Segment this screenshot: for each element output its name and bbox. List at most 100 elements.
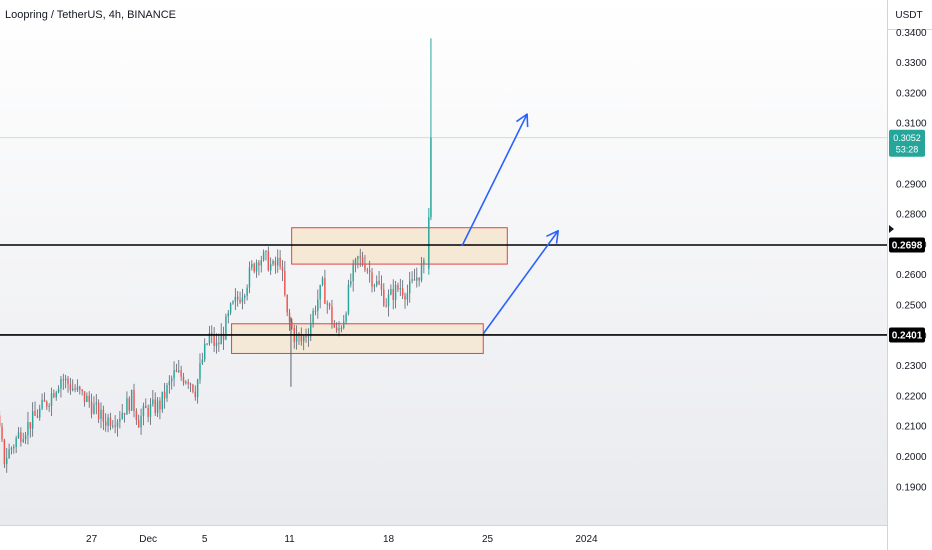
candle-body	[258, 262, 260, 266]
candle-body	[15, 438, 17, 447]
candle-body	[100, 409, 102, 419]
price-axis[interactable]	[887, 0, 932, 550]
level-price-tag[interactable]	[889, 237, 925, 253]
currency-label[interactable]: USDT	[895, 10, 922, 21]
arrow-line[interactable]	[461, 113, 528, 247]
candle-body	[187, 381, 189, 384]
candle-body	[22, 439, 24, 442]
candle-body	[399, 288, 402, 290]
candle-body	[371, 272, 373, 287]
candle-body	[211, 332, 213, 335]
candle-body	[385, 305, 387, 307]
y-tick-label: 0.3200	[896, 88, 927, 99]
candle-body	[13, 446, 15, 449]
candle-body	[411, 279, 413, 281]
candle-body	[199, 363, 201, 380]
x-tick-label: 5	[202, 534, 208, 545]
candle-body	[133, 389, 135, 411]
candle-body	[55, 392, 57, 398]
candle-body	[168, 381, 171, 386]
candle-body	[137, 419, 140, 428]
candle-body	[383, 289, 385, 306]
candle-body	[328, 303, 331, 307]
x-tick-label: Dec	[139, 534, 157, 545]
candle-body	[305, 336, 307, 338]
candle-body	[423, 260, 425, 264]
candle-body	[97, 402, 100, 419]
candle-body	[312, 310, 314, 323]
zone-rect[interactable]	[231, 323, 484, 354]
candle-body	[300, 335, 303, 342]
candle-body	[234, 296, 237, 302]
candle-body	[357, 256, 359, 260]
candle-body	[109, 417, 112, 427]
candle-body	[175, 370, 178, 372]
candle-body	[255, 262, 258, 272]
candle-body	[147, 408, 149, 417]
candle-body	[192, 384, 194, 392]
candle-body	[267, 250, 270, 271]
candle-body	[149, 404, 152, 417]
candle-body	[62, 379, 65, 381]
arrow-line[interactable]	[482, 230, 559, 335]
candle-body	[185, 381, 187, 384]
candle-body	[239, 299, 241, 303]
candle-body	[24, 435, 27, 440]
y-tick-label: 0.2900	[896, 179, 927, 190]
candle-body	[227, 312, 229, 317]
candle-body	[281, 266, 284, 271]
arrow-head	[515, 113, 529, 128]
candle-body	[135, 410, 138, 420]
candle-body	[43, 399, 46, 402]
candle-body	[46, 401, 48, 407]
candle-body	[220, 333, 222, 345]
candle-body	[112, 425, 114, 427]
candle-body	[107, 417, 109, 426]
candle-body	[88, 395, 90, 403]
candle-body	[119, 418, 121, 422]
candle-body	[373, 285, 376, 287]
candle-body	[248, 267, 251, 288]
candle-body	[331, 306, 333, 323]
candle-body	[161, 391, 164, 410]
candle-body	[350, 281, 352, 285]
candle-body	[206, 343, 208, 345]
candle-body	[163, 391, 166, 399]
candle-body	[390, 289, 392, 295]
level-price-tag[interactable]	[889, 327, 925, 343]
candle-body	[251, 263, 253, 268]
current-price-tag[interactable]	[889, 129, 925, 157]
candle-body	[246, 287, 248, 296]
time-axis[interactable]	[0, 525, 887, 550]
candle-body	[178, 370, 180, 372]
candle-body	[69, 384, 72, 391]
zone-rect[interactable]	[291, 227, 508, 265]
candle-body	[307, 336, 310, 338]
candle-body	[166, 385, 168, 399]
candle-body	[102, 409, 105, 422]
candle-body	[321, 278, 324, 286]
candle-body	[378, 280, 380, 285]
candle-body	[392, 289, 394, 301]
candle-body	[67, 378, 69, 385]
candle-body	[232, 301, 234, 304]
candle-body	[6, 458, 8, 465]
candle-body	[140, 415, 142, 428]
candle-body	[345, 313, 347, 322]
candle-body	[420, 263, 423, 281]
candle-body	[324, 278, 326, 304]
candle-body	[416, 277, 418, 281]
chart-title: Loopring / TetherUS, 4h, BINANCE	[5, 9, 176, 21]
candle-body	[302, 336, 305, 342]
x-tick-label: 18	[383, 534, 395, 545]
candle-body	[17, 432, 20, 439]
candle-body	[208, 332, 211, 344]
candle-body	[319, 285, 321, 300]
candle-body	[265, 250, 267, 252]
candle-body	[114, 425, 116, 427]
candle-body	[428, 217, 430, 269]
candle-body	[126, 398, 128, 415]
candle-body	[352, 264, 354, 282]
